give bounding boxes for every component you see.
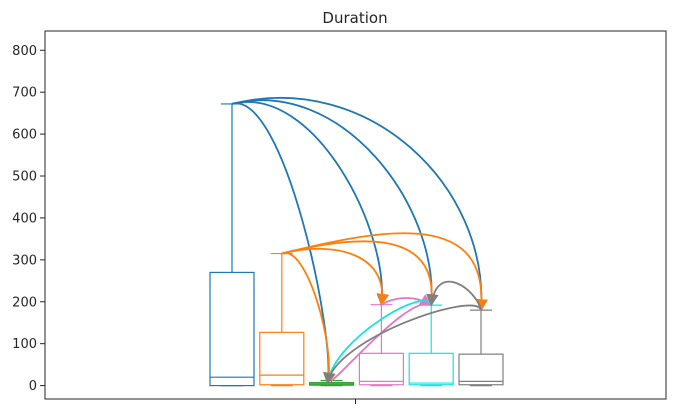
arrow-0-to-3 (231, 101, 389, 306)
arrow-5-to-2 (323, 304, 482, 385)
y-tick-label: 600 (12, 128, 37, 143)
box-body (408, 352, 454, 386)
plot-frame (44, 30, 667, 400)
arrow-5-to-4 (426, 280, 482, 311)
arrow-1-to-4 (281, 240, 439, 307)
chart-title: Duration (322, 9, 387, 27)
box-5 (458, 309, 504, 387)
box-body (259, 331, 305, 386)
y-tick-label: 300 (12, 253, 37, 268)
y-tick-label: 700 (12, 86, 37, 101)
arrow-1-to-2 (281, 252, 336, 385)
boxes-layer (209, 103, 504, 387)
box-body (209, 271, 255, 387)
box-body (458, 353, 504, 386)
box-3 (358, 304, 404, 387)
y-axis: 0 100 200 300 400 500 600 700 800 (12, 44, 45, 394)
arrow-1-to-5 (281, 232, 488, 312)
y-tick-label: 800 (12, 44, 37, 59)
arrow-3-to-4 (380, 294, 433, 306)
box-0 (209, 103, 255, 387)
box-2 (309, 379, 355, 387)
y-tick-label: 0 (29, 379, 37, 394)
arrow-0-to-5 (231, 97, 488, 312)
arrows-layer (231, 97, 488, 385)
box-4 (408, 304, 454, 387)
arrow-4-to-2 (323, 299, 433, 385)
y-tick-label: 200 (12, 295, 37, 310)
box-body (358, 352, 404, 386)
y-tick-label: 500 (12, 170, 37, 185)
y-tick-label: 100 (12, 337, 37, 352)
arrow-0-to-2 (231, 102, 336, 385)
box-1 (259, 252, 305, 387)
arrow-1-to-3 (281, 247, 390, 306)
y-tick-label: 400 (12, 211, 37, 226)
arrow-0-to-4 (231, 99, 439, 307)
